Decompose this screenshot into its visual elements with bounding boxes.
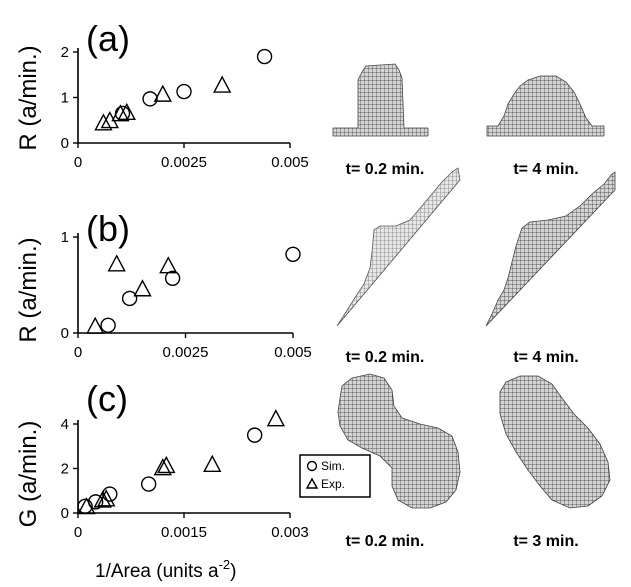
snapshot-b-1 [337,168,460,326]
panel-label-c: (c) [86,378,128,419]
panel-label-a: (a) [86,18,130,59]
snapshot-a-1 [333,64,428,136]
y-axis-label-c: G (a/min.) [15,421,42,528]
y-tick-label: 1 [61,90,69,107]
time-label-a-1: t= 0.2 min. [346,161,425,178]
sim-point [143,92,157,106]
x-axis-label-c: 1/Area (units a-2) [95,557,236,582]
sim-point [123,291,137,305]
y-axis-label-a: R (a/min.) [15,45,42,150]
y-tick-label: 0 [61,505,69,522]
x-tick-label: 0.0015 [161,524,207,541]
snapshot-a-2 [487,76,604,136]
exp-point [214,77,230,92]
exp-point [160,258,176,273]
legend: Sim. Exp. [300,455,370,497]
sim-point [286,247,300,261]
x-tick-label: 0.0025 [161,154,207,171]
exp-point [135,281,151,296]
x-tick-label: 0 [74,344,82,361]
sim-point [258,50,272,64]
x-tick-label: 0.003 [271,524,309,541]
x-tick-label: 0 [74,154,82,171]
panel-label-b: (b) [86,208,130,249]
x-tick-label: 0.0025 [163,344,209,361]
legend-sim-label: Sim. [321,459,345,473]
time-label-a-2: t= 4 min. [513,161,578,178]
axis-lines [78,48,290,143]
y-tick-label: 2 [61,461,69,478]
time-label-c-2: t= 3 min. [513,533,578,550]
snapshot-c-2 [500,376,610,508]
y-axis-label-b: R (a/min.) [15,237,42,342]
scatter-plots: 0 1 2 0 0.0025 0.005 0 1 0 0.0025 0.005 0 2 4 0 0.0015 0… [61,44,312,541]
sim-point [177,85,191,99]
y-tick-label: 1 [61,229,69,246]
legend-exp-label: Exp. [321,477,345,491]
exp-point [109,256,125,271]
x-tick-label: 0.005 [274,344,312,361]
snapshot-b-2 [486,172,615,326]
axis-lines [78,420,290,513]
time-label-b-2: t= 4 min. [513,349,578,366]
sim-point [142,477,156,491]
y-tick-label: 0 [61,135,69,152]
x-tick-label: 0.005 [271,154,309,171]
sim-point [101,318,115,332]
x-tick-label: 0 [74,524,82,541]
y-tick-label: 2 [61,44,69,61]
y-tick-label: 4 [61,416,69,433]
sim-point [248,428,262,442]
exp-point [268,411,284,426]
time-label-b-1: t= 0.2 min. [346,349,425,366]
y-tick-label: 0 [61,325,69,342]
exp-point [204,456,220,471]
time-label-c-1: t= 0.2 min. [346,533,425,550]
